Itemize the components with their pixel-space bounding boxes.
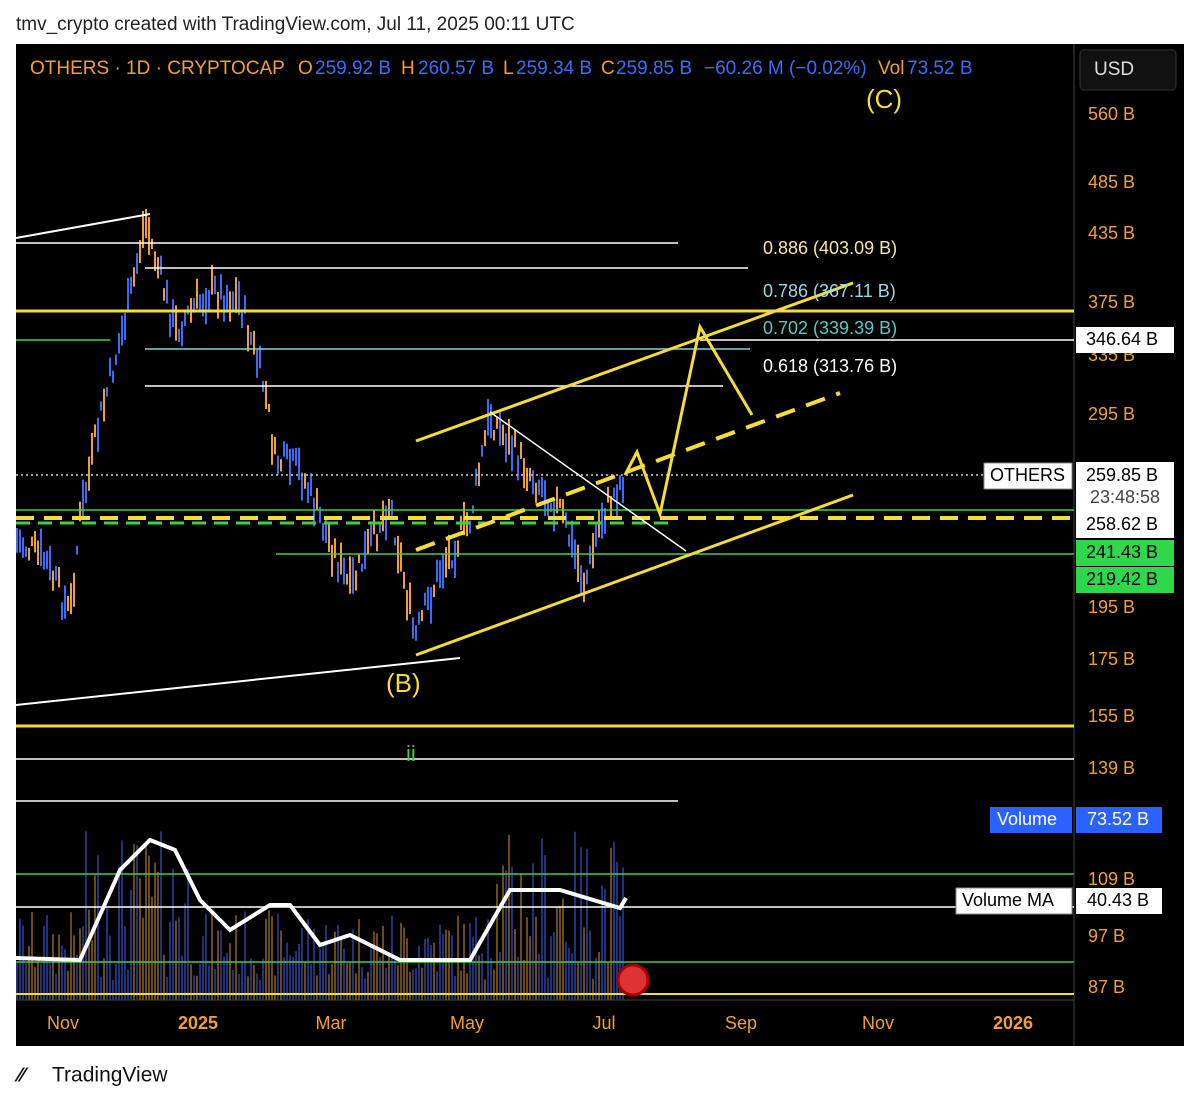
legend-value: 260.57 B — [418, 58, 494, 79]
fib-label: 0.702 (339.39 B) — [763, 318, 897, 338]
tag-label: OTHERS — [990, 465, 1065, 485]
legend-label: L — [503, 58, 514, 79]
wave-label: ii — [406, 741, 416, 766]
price-tag — [1076, 807, 1162, 833]
price-axis-label: 375 B — [1088, 292, 1135, 312]
time-axis-label: 2026 — [993, 1013, 1033, 1033]
legend-value: 73.52 B — [907, 58, 973, 79]
legend-value: 259.34 B — [516, 58, 592, 79]
price-tag — [1076, 888, 1162, 914]
price-axis-label: 139 B — [1088, 758, 1135, 778]
caption: tmv_crypto created with TradingView.com,… — [16, 14, 575, 35]
legend-value: 259.85 B — [616, 58, 692, 79]
countdown: 23:48:58 — [1090, 487, 1160, 507]
time-axis-label: Mar — [316, 1013, 347, 1033]
price-axis-label: 87 B — [1088, 977, 1125, 997]
price-axis-label: 195 B — [1088, 597, 1135, 617]
time-axis-label: Jul — [592, 1013, 615, 1033]
price-tag-value: 258.62 B — [1086, 514, 1158, 534]
legend-label: C — [601, 58, 615, 79]
drawings — [15, 213, 1074, 997]
price-tag-value: 346.64 B — [1086, 329, 1158, 349]
brand: TradingView — [52, 1064, 168, 1087]
tag-label: Volume — [997, 809, 1057, 829]
price-tag — [1076, 462, 1174, 516]
price-axis-label: 295 B — [1088, 404, 1135, 424]
fib-label: 0.786 (367.11 B) — [763, 281, 896, 301]
price-tag — [1076, 327, 1174, 353]
legend-label: Vol — [878, 58, 904, 79]
price-tag-value: 259.85 B — [1086, 465, 1158, 485]
price-tag-value: 219.42 B — [1086, 569, 1158, 589]
time-axis-label: Sep — [725, 1013, 757, 1033]
price-axis-label: 175 B — [1088, 649, 1135, 669]
tag — [983, 462, 1073, 490]
price-axis-label: 560 B — [1088, 104, 1135, 124]
time-axis-label: May — [450, 1013, 484, 1033]
price-tag-value: 73.52 B — [1087, 809, 1149, 829]
tag — [955, 887, 1073, 915]
price-axis-label: 485 B — [1088, 172, 1135, 192]
price-tag — [1076, 540, 1174, 566]
candles — [16, 209, 624, 641]
legend-change: −60.26 M (−0.02%) — [704, 58, 867, 79]
time-axis-label: Nov — [862, 1013, 894, 1033]
time-axis-label: 2025 — [178, 1013, 218, 1033]
legend-label: H — [401, 58, 415, 79]
time-axis-label: Nov — [47, 1013, 79, 1033]
fib-label: 0.618 (313.76 B) — [763, 356, 897, 376]
price-tag-value: 40.43 B — [1087, 890, 1149, 910]
legend-value: 259.92 B — [315, 58, 391, 79]
price-axis-label: 109 B — [1088, 869, 1135, 889]
legend-label: O — [298, 58, 313, 79]
chart-area — [16, 44, 1184, 1046]
wave-label: (B) — [386, 668, 421, 698]
price-axis-label: 155 B — [1088, 706, 1135, 726]
price-tag — [1076, 567, 1174, 593]
wave-label: (C) — [866, 84, 902, 114]
price-axis-label: 97 B — [1088, 926, 1125, 946]
price-tag — [1076, 512, 1174, 538]
currency[interactable]: USD — [1094, 59, 1134, 80]
price-axis-label: 435 B — [1088, 223, 1135, 243]
tag — [990, 807, 1072, 833]
currency-button[interactable] — [1079, 49, 1177, 91]
fib-label: 0.886 (403.09 B) — [763, 238, 897, 258]
symbol: OTHERS · 1D · CRYPTOCAP — [30, 58, 285, 79]
tag-label: Volume MA — [962, 890, 1054, 910]
price-tag-value: 241.43 B — [1086, 542, 1158, 562]
